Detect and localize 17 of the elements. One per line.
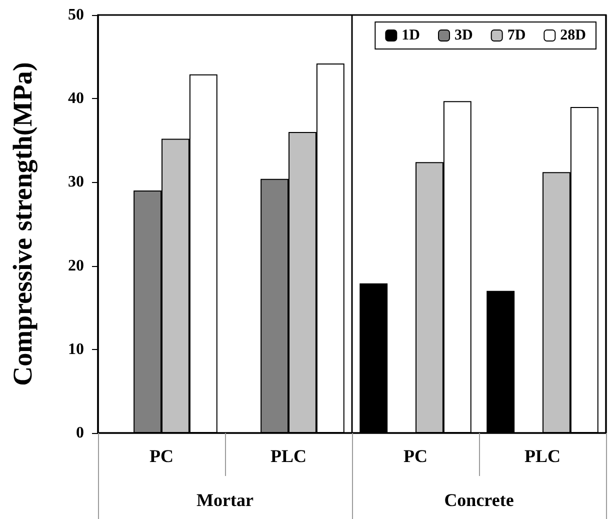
legend-label: 28D: [560, 28, 586, 44]
y-tick-label: 10: [68, 340, 84, 358]
x-tick-label: PC: [404, 446, 428, 466]
y-tick-label: 0: [76, 424, 84, 442]
y-tick-label: 30: [68, 174, 84, 191]
x-tick-label: PLC: [270, 446, 306, 466]
y-tick-label: 20: [68, 257, 84, 274]
y-tick-label: 40: [68, 90, 84, 108]
y-tick-label: 50: [68, 6, 84, 24]
legend-label: 3D: [454, 28, 473, 44]
y-axis-title: Compressive strength(MPa): [8, 62, 38, 386]
legend-label: 1D: [402, 28, 420, 44]
text: Concrete: [444, 490, 514, 510]
legend-label: 7D: [507, 28, 526, 44]
text: Mortar: [196, 490, 254, 510]
x-tick-label: PLC: [524, 446, 560, 466]
x-tick-label: PC: [150, 446, 174, 466]
